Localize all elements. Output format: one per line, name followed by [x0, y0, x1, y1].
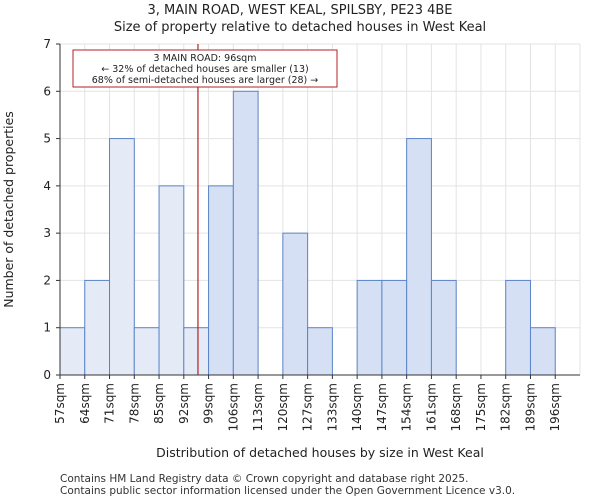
- histogram-bar: [307, 327, 333, 376]
- chart-title: 3, MAIN ROAD, WEST KEAL, SPILSBY, PE23 4…: [147, 3, 453, 18]
- y-tick-label: 1: [43, 321, 51, 335]
- x-tick-label: 99sqm: [202, 383, 216, 424]
- histogram-bar: [406, 138, 432, 376]
- footer-line-1: Contains HM Land Registry data © Crown c…: [60, 473, 469, 485]
- histogram-bar: [529, 327, 556, 376]
- x-tick-label: 92sqm: [177, 383, 191, 424]
- x-axis-label: Distribution of detached houses by size …: [156, 445, 484, 460]
- histogram-chart: 0 1 2 3 4 5 6 7 57sqm 64sqm 71sqm 78sqm 85sqm 92sqm 99…: [1, 37, 581, 460]
- x-tick-label: 161sqm: [424, 383, 438, 431]
- x-tick-label: 120sqm: [276, 383, 290, 431]
- x-tick-label: 168sqm: [449, 383, 463, 431]
- x-tick-label: 71sqm: [103, 383, 117, 424]
- annotation-line: 3 MAIN ROAD: 96sqm: [154, 53, 257, 64]
- x-tick-label: 196sqm: [548, 383, 562, 431]
- x-tick-label: 113sqm: [251, 383, 265, 431]
- histogram-bar: [84, 279, 111, 376]
- histogram-bar: [505, 279, 531, 376]
- histogram-bar: [208, 185, 234, 376]
- x-tick-label: 154sqm: [400, 383, 414, 431]
- x-tick-label: 64sqm: [78, 383, 92, 424]
- y-tick-label: 3: [43, 226, 51, 240]
- y-tick-label: 6: [43, 84, 51, 98]
- histogram-bar: [356, 279, 383, 376]
- x-tick-label: 78sqm: [127, 383, 141, 424]
- y-tick-label: 7: [43, 37, 51, 51]
- annotation-line: 68% of semi-detached houses are larger (…: [92, 75, 319, 86]
- y-tick-label: 4: [43, 179, 51, 193]
- histogram-bar: [282, 232, 309, 376]
- x-tick-label: 175sqm: [474, 383, 488, 431]
- annotation-box: [72, 49, 338, 88]
- histogram-bar: [430, 279, 457, 376]
- x-tick-label: 57sqm: [53, 383, 67, 424]
- x-tick-label: 147sqm: [375, 383, 389, 431]
- y-tick-label: 5: [43, 132, 51, 146]
- x-tick-label: 85sqm: [152, 383, 166, 424]
- y-tick-label: 0: [43, 368, 51, 382]
- x-tick-label: 182sqm: [499, 383, 513, 431]
- histogram-bar: [133, 327, 160, 376]
- x-tick-label: 140sqm: [350, 383, 364, 431]
- x-tick-label: 106sqm: [226, 383, 240, 431]
- histogram-bar: [158, 185, 185, 376]
- histogram-bar: [232, 90, 259, 376]
- x-tick-label: 189sqm: [523, 383, 537, 431]
- chart-subtitle: Size of property relative to detached ho…: [113, 20, 487, 35]
- histogram-bar: [183, 327, 210, 376]
- footer-line-2: Contains public sector information licen…: [60, 485, 516, 497]
- histogram-bar: [109, 138, 135, 376]
- y-tick-label: 2: [43, 273, 51, 287]
- x-tick-label: 127sqm: [301, 383, 315, 431]
- histogram-bar: [59, 327, 86, 376]
- y-axis-label: Number of detached properties: [1, 111, 16, 308]
- x-tick-label: 133sqm: [325, 383, 339, 431]
- annotation-line: ← 32% of detached houses are smaller (13…: [101, 64, 308, 75]
- histogram-bar: [381, 279, 408, 376]
